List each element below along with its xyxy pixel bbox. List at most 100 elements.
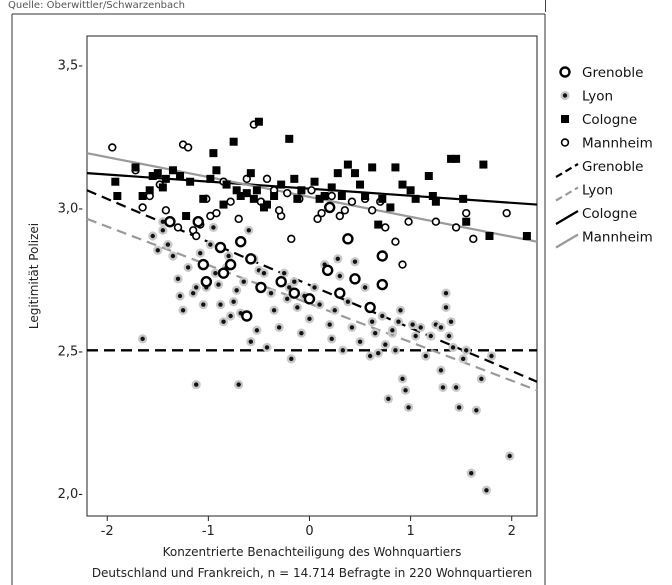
point-mannheim	[192, 231, 201, 241]
marker-core	[175, 276, 181, 282]
point-lyon	[191, 282, 201, 293]
point-lyon	[360, 282, 370, 293]
point-cologne	[522, 232, 531, 240]
point-mannheim	[183, 143, 193, 152]
point-lyon	[269, 305, 279, 315]
point-cologne	[293, 194, 302, 203]
point-grenoble	[241, 310, 253, 322]
marker-core	[393, 348, 398, 353]
point-cologne	[327, 183, 336, 192]
point-cologne	[232, 186, 241, 195]
point-cologne	[242, 189, 251, 198]
point-cologne	[447, 154, 456, 163]
point-lyon	[441, 302, 451, 313]
point-mannheim	[381, 223, 390, 232]
marker-core	[345, 299, 351, 304]
point-lyon	[175, 291, 185, 301]
point-mannheim	[391, 237, 400, 246]
point-lyon	[446, 317, 456, 327]
legend-label-grenoble: Grenoble	[582, 65, 643, 81]
point-cologne	[368, 163, 377, 172]
point-lyon	[400, 385, 411, 395]
marker-core	[228, 313, 233, 319]
marker-core	[236, 382, 241, 387]
point-mannheim	[431, 217, 441, 226]
point-cologne	[333, 169, 342, 178]
point-cologne	[113, 192, 122, 200]
point-lyon	[215, 299, 226, 310]
marker-core	[170, 253, 176, 259]
marker-core	[194, 382, 199, 387]
point-lyon	[370, 328, 380, 338]
marker-core	[312, 285, 317, 290]
point-lyon	[373, 348, 383, 358]
point-mannheim	[317, 208, 326, 218]
point-lyon	[355, 337, 365, 347]
point-lyon	[173, 274, 183, 284]
marker-core	[198, 250, 203, 256]
point-mannheim	[335, 211, 345, 221]
point-cologne	[209, 149, 218, 158]
marker-core	[448, 319, 454, 324]
point-cologne	[310, 177, 319, 186]
y-tick-label: 2,5-	[58, 344, 84, 359]
marker-core	[440, 385, 446, 390]
point-cologne	[386, 203, 395, 212]
marker-core	[246, 228, 251, 233]
marker-core	[254, 328, 260, 333]
point-lyon	[309, 282, 320, 293]
point-lyon	[218, 317, 229, 327]
point-lyon	[408, 319, 418, 330]
y-tick-label: 3,0-	[58, 201, 84, 216]
point-grenoble	[349, 273, 361, 285]
point-grenoble	[217, 267, 230, 279]
marker-core	[396, 319, 401, 324]
point-lyon	[279, 268, 289, 278]
point-cologne	[411, 194, 420, 203]
marker-core	[201, 302, 206, 307]
point-cologne	[176, 172, 185, 180]
point-lyon	[377, 311, 387, 321]
point-cologne	[254, 117, 263, 126]
point-grenoble	[224, 258, 237, 271]
point-lyon	[262, 342, 272, 353]
point-cologne	[374, 220, 383, 229]
point-lyon	[421, 351, 431, 361]
point-mannheim	[161, 206, 171, 215]
point-cologne	[315, 194, 324, 203]
point-mannheim	[283, 188, 292, 198]
legend-line-cologne-solid	[555, 210, 579, 225]
point-lyon	[505, 451, 515, 461]
x-tick-label: 1	[406, 524, 414, 539]
point-cologne	[153, 169, 162, 178]
marker-core	[299, 330, 304, 336]
point-cologne	[138, 192, 147, 200]
point-lyon	[448, 342, 458, 353]
point-lyon	[454, 402, 464, 413]
point-lyon	[438, 382, 448, 393]
marker-core	[208, 242, 213, 247]
point-lyon	[195, 248, 205, 258]
point-mannheim	[502, 208, 511, 218]
marker-core	[376, 350, 381, 356]
point-lyon	[232, 285, 242, 295]
legend-label-cologne-line: Cologne	[582, 206, 637, 222]
point-cologne	[252, 186, 261, 195]
point-lyon	[466, 468, 476, 478]
point-grenoble	[342, 233, 354, 245]
point-lyon	[234, 379, 244, 390]
point-mannheim	[226, 197, 235, 206]
point-lyon	[338, 345, 348, 355]
marker-core	[287, 285, 292, 290]
frame-divider	[545, 0, 546, 12]
marker-core	[140, 336, 145, 342]
point-lyon	[304, 314, 315, 324]
point-cologne	[249, 194, 258, 203]
source-caption: Quelle: Oberwittler/Schwarzenbach	[8, 0, 185, 11]
point-lyon	[416, 322, 426, 333]
marker-core	[160, 219, 166, 224]
marker-core	[357, 339, 363, 344]
point-lyon	[191, 379, 201, 390]
marker-core	[400, 376, 405, 382]
